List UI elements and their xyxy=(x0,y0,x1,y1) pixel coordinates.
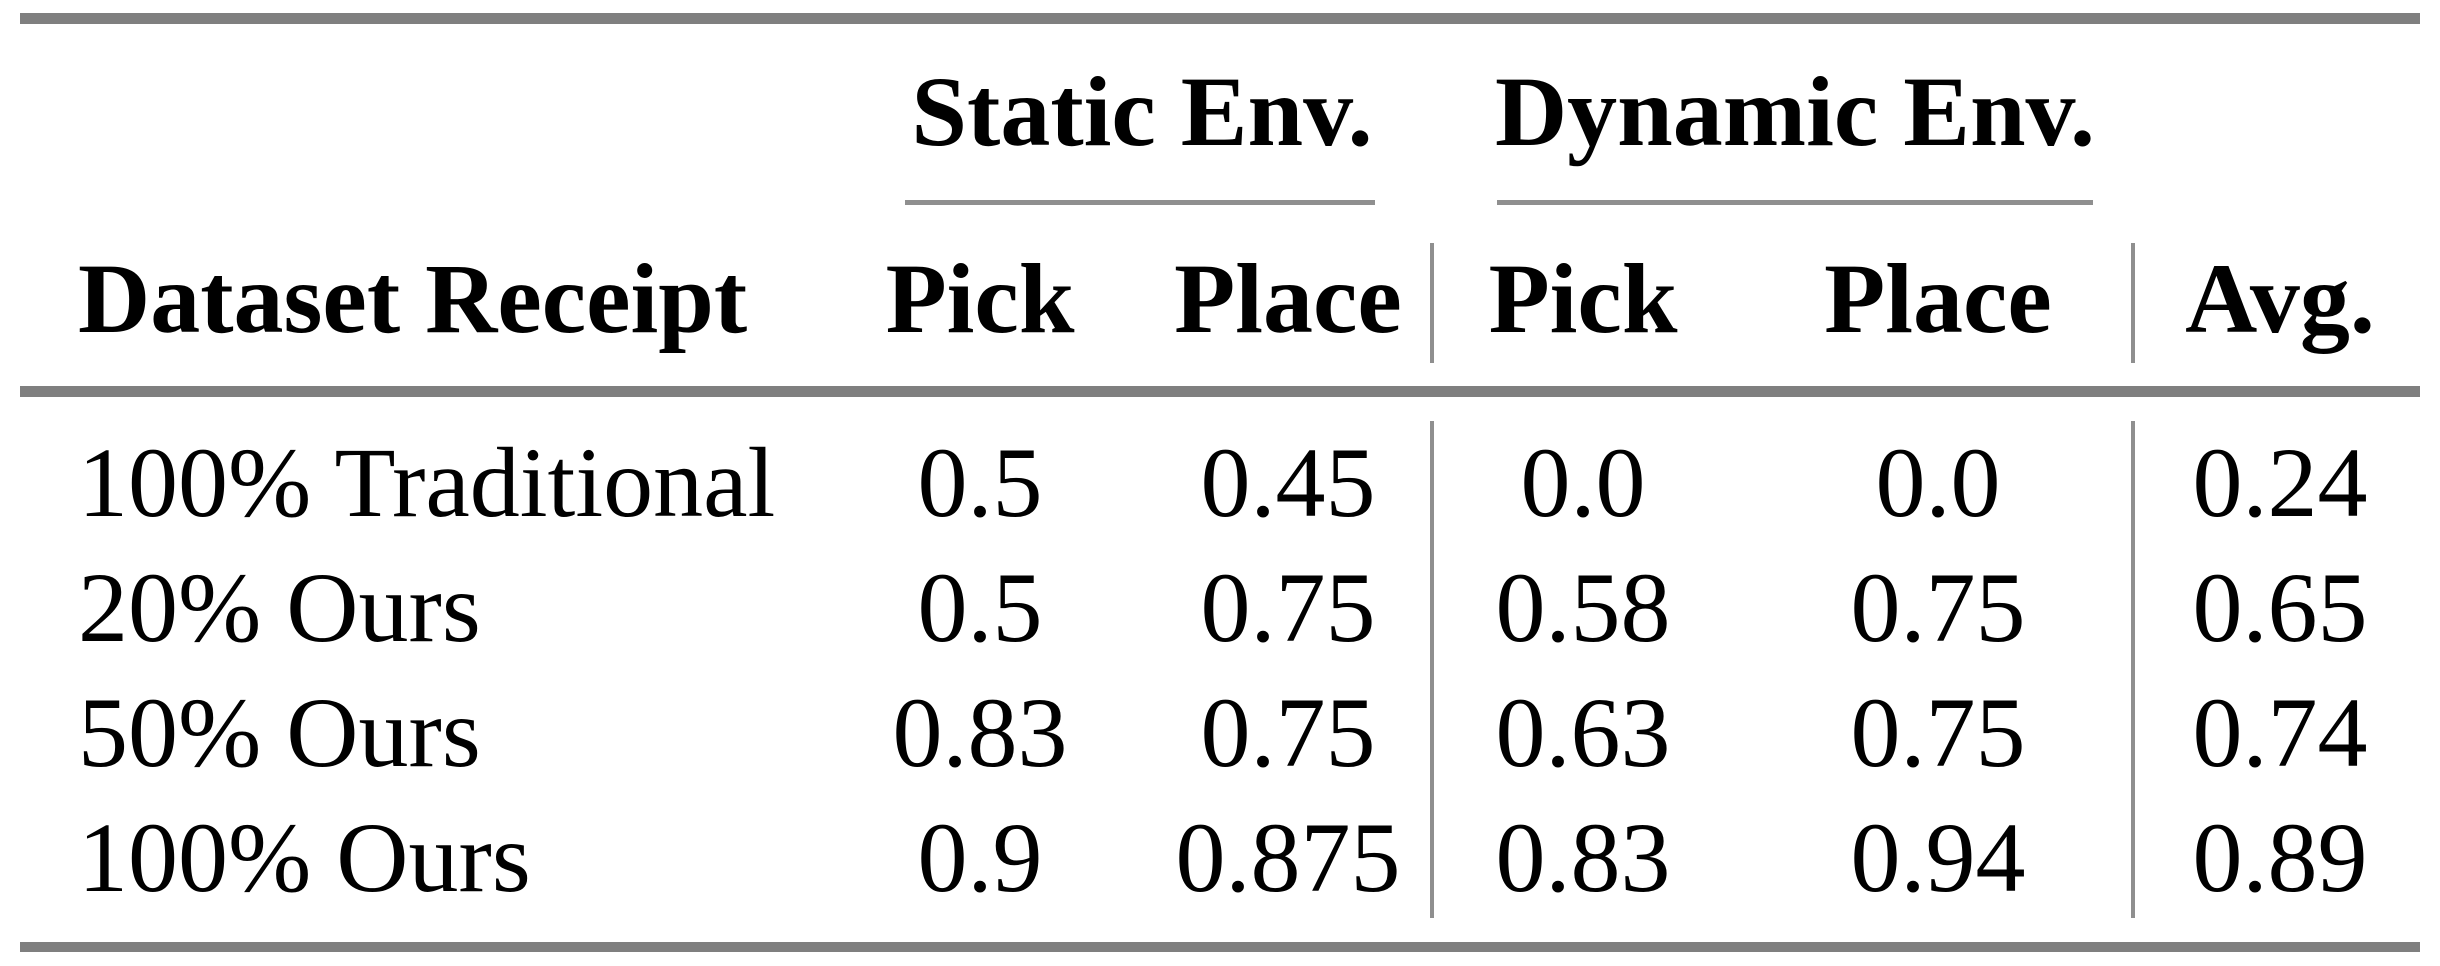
cell-static-pick: 0.5 xyxy=(917,427,1043,538)
col-header-static-place: Place xyxy=(1174,243,1402,354)
cell-avg: 0.74 xyxy=(2192,677,2368,788)
cell-dynamic-place: 0.0 xyxy=(1875,427,2001,538)
header-midrule xyxy=(20,386,2420,397)
cell-dynamic-place: 0.94 xyxy=(1850,802,2026,913)
row-label: 100% Traditional xyxy=(78,427,776,538)
cell-avg: 0.24 xyxy=(2192,427,2368,538)
col-header-static-pick: Pick xyxy=(885,243,1075,354)
col-header-dynamic-place: Place xyxy=(1824,243,2052,354)
cell-dynamic-place: 0.75 xyxy=(1850,552,2026,663)
corner-header-dataset-receipt: Dataset Receipt xyxy=(78,243,748,354)
col-header-dynamic-pick: Pick xyxy=(1488,243,1678,354)
cell-avg: 0.89 xyxy=(2192,802,2368,913)
col-header-avg: Avg. xyxy=(2185,243,2375,354)
bottom-rule xyxy=(20,942,2420,952)
cell-static-place: 0.875 xyxy=(1175,802,1401,913)
cell-dynamic-place: 0.75 xyxy=(1850,677,2026,788)
cell-dynamic-pick: 0.58 xyxy=(1495,552,1671,663)
col-group-dynamic-env: Dynamic Env. xyxy=(1494,56,2096,167)
cell-avg: 0.65 xyxy=(2192,552,2368,663)
cell-static-pick: 0.83 xyxy=(892,677,1068,788)
static-env-underline xyxy=(905,200,1375,205)
cell-static-place: 0.75 xyxy=(1200,677,1376,788)
col-group-static-env: Static Env. xyxy=(911,56,1373,167)
divider-dynamic-avg-body xyxy=(2131,421,2135,918)
row-label: 20% Ours xyxy=(78,552,481,663)
cell-static-place: 0.75 xyxy=(1200,552,1376,663)
divider-static-dynamic-body xyxy=(1430,421,1434,918)
top-rule xyxy=(20,13,2420,24)
cell-static-place: 0.45 xyxy=(1200,427,1376,538)
cell-dynamic-pick: 0.63 xyxy=(1495,677,1671,788)
cell-dynamic-pick: 0.0 xyxy=(1520,427,1646,538)
cell-static-pick: 0.5 xyxy=(917,552,1043,663)
cell-dynamic-pick: 0.83 xyxy=(1495,802,1671,913)
divider-dynamic-avg-header xyxy=(2131,243,2135,363)
dynamic-env-underline xyxy=(1497,200,2093,205)
divider-static-dynamic-header xyxy=(1430,243,1434,363)
cell-static-pick: 0.9 xyxy=(917,802,1043,913)
row-label: 100% Ours xyxy=(78,802,531,913)
row-label: 50% Ours xyxy=(78,677,481,788)
